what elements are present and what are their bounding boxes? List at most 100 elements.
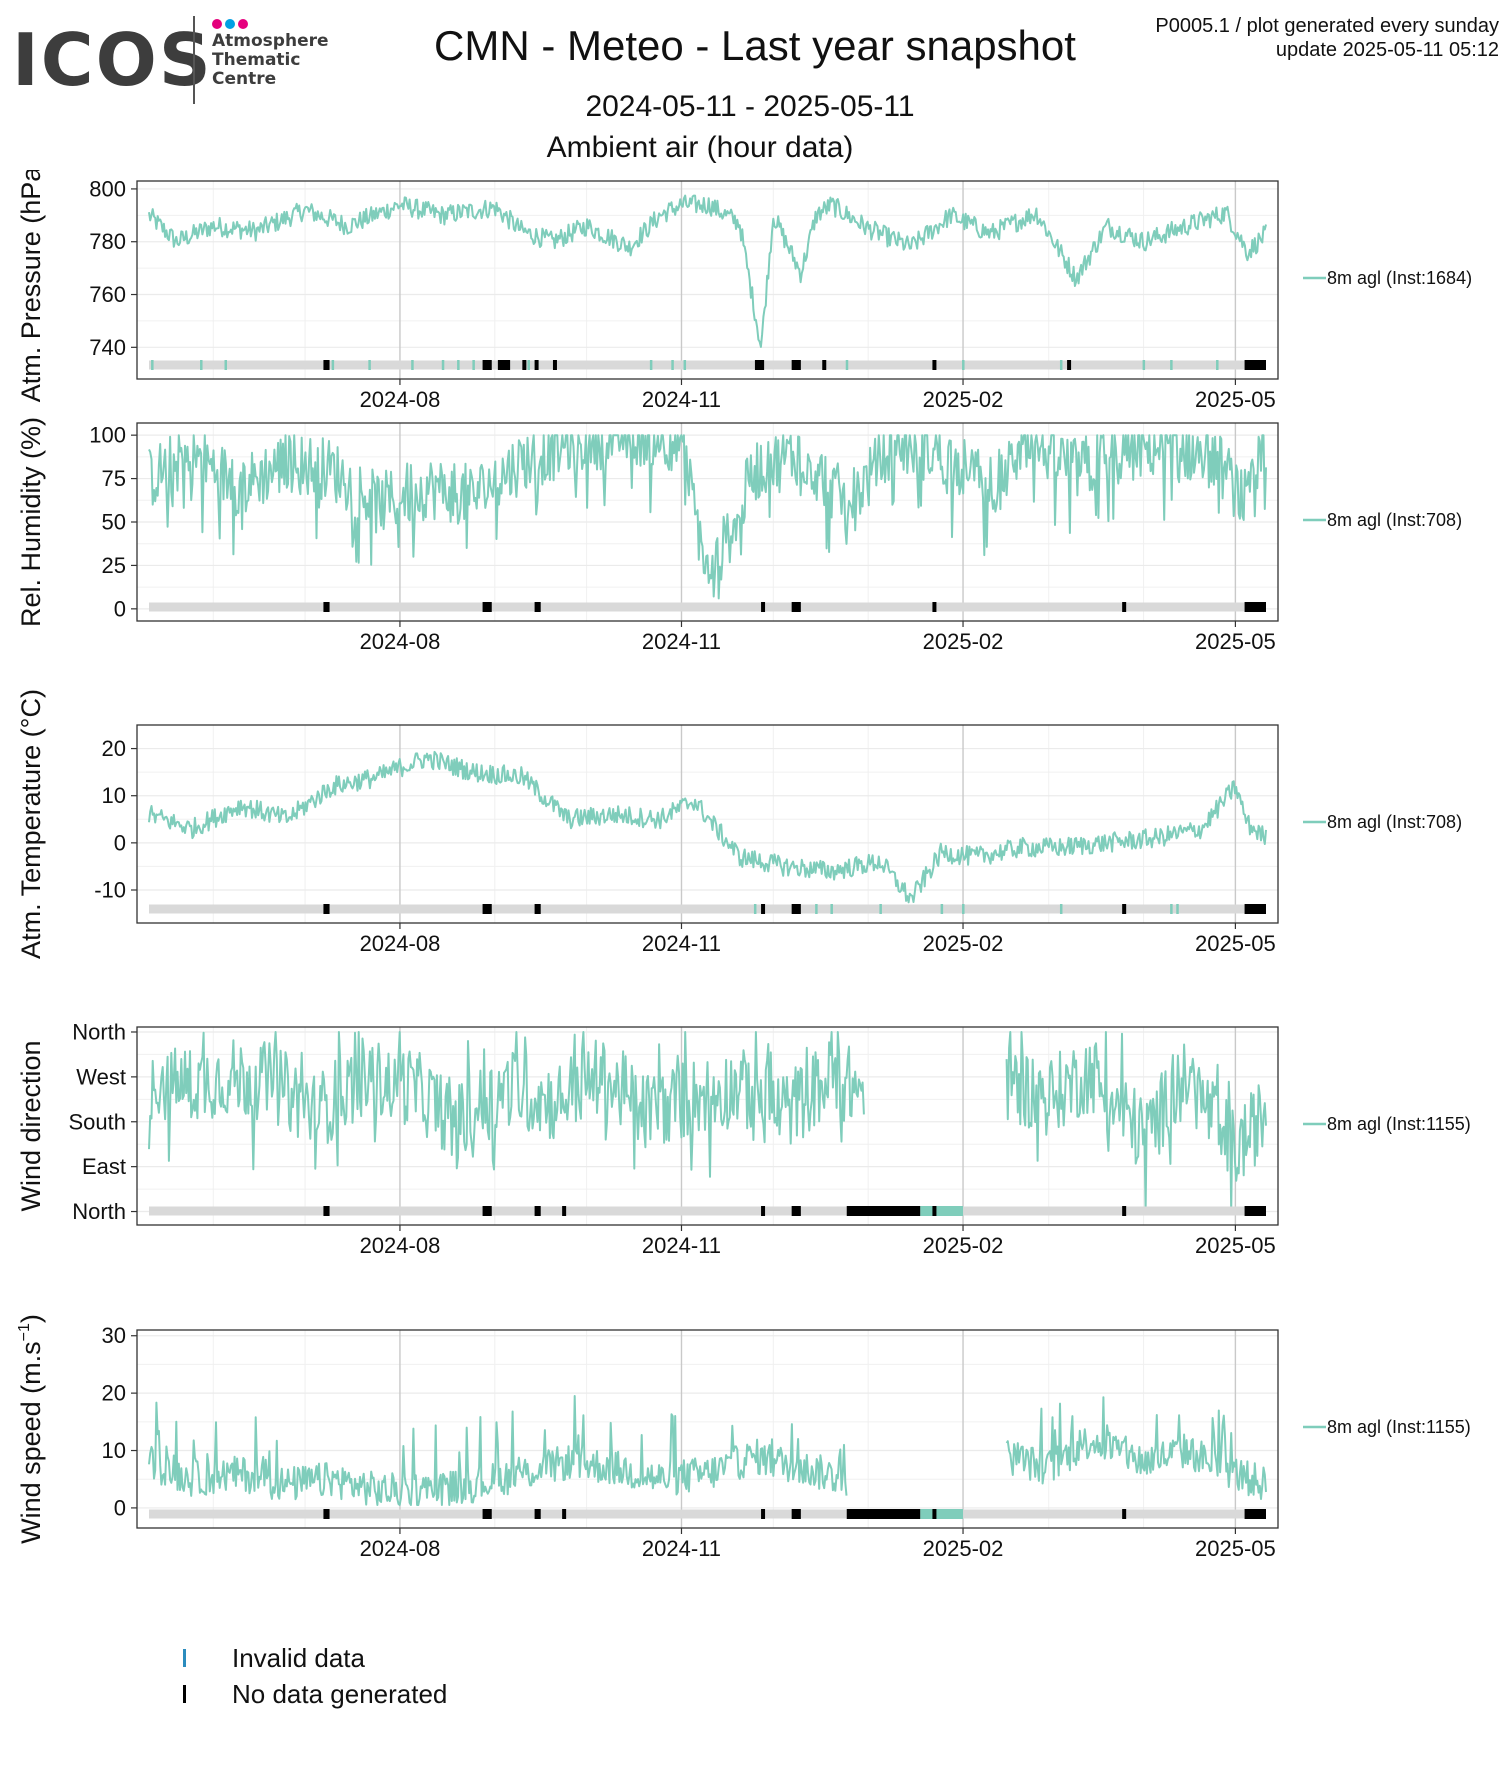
y-axis-title-main: Wind speed (m.s — [16, 1341, 46, 1544]
nodata-mark — [791, 360, 801, 370]
x-tick-label: 2025-05 — [1195, 1536, 1276, 1561]
nodata-mark — [791, 602, 801, 612]
x-tick-label: 2025-05 — [1195, 629, 1276, 654]
nodata-mark — [932, 1509, 937, 1519]
legend-invalid: Invalid data — [150, 1640, 447, 1676]
x-tick-label: 2024-11 — [642, 931, 721, 956]
nodata-mark — [1244, 602, 1266, 612]
panel-border — [136, 724, 1279, 924]
x-tick-label: 2025-05 — [1195, 931, 1276, 956]
invalid-data-mark — [1142, 360, 1146, 370]
y-axis-title: Wind speed (m.s−1) — [16, 1314, 46, 1544]
y-tick-label: 10 — [102, 783, 126, 808]
y-tick-label: 800 — [89, 176, 126, 201]
y-axis-title: Wind direction — [16, 1040, 46, 1211]
bottom-legend: Invalid data No data generated — [150, 1640, 447, 1712]
nodata-mark — [1067, 360, 1072, 370]
nodata-mark — [562, 1509, 567, 1519]
availability-bar — [149, 904, 1266, 914]
nodata-mark — [1122, 904, 1127, 914]
invalid-data-mark — [1059, 360, 1063, 370]
invalid-data-mark — [879, 904, 882, 914]
legend-label: 8m agl (Inst:1155) — [1327, 1417, 1471, 1437]
availability-bar — [149, 360, 1266, 370]
series-line — [1005, 1396, 1267, 1500]
panel-background — [137, 725, 1278, 923]
invalid-data-mark — [753, 904, 757, 914]
nodata-mark — [791, 1509, 801, 1519]
invalid-data-mark — [845, 360, 849, 370]
nodata-mark — [1122, 1509, 1127, 1519]
nodata-mark — [534, 904, 541, 914]
invalid-data-mark — [1216, 360, 1219, 370]
logo-dot-pink-icon — [212, 19, 222, 29]
x-tick-label: 2024-08 — [360, 1536, 441, 1561]
series-line — [148, 750, 1267, 904]
invalid-data-mark — [368, 360, 371, 370]
series-line — [148, 434, 1267, 600]
panel-background — [137, 181, 1278, 379]
nodata-mark-icon — [183, 1685, 186, 1703]
logo-subtext: Atmosphere Thematic Centre — [212, 32, 329, 89]
logo-sub-line: Atmosphere — [212, 31, 329, 51]
invalid-data-mark — [457, 360, 460, 370]
invalid-data-mark — [1059, 904, 1063, 914]
nodata-mark — [1244, 360, 1266, 370]
invalid-data-mark — [224, 360, 228, 370]
series-line — [148, 194, 1267, 348]
x-tick-label: 2025-05 — [1195, 1233, 1276, 1258]
availability-bar — [149, 602, 1266, 612]
chart-panel-1: 0 25 50 75 100 2024-08 2024-11 2025-02 2025-05 Re… — [16, 417, 1462, 654]
y-tick-label: 0 — [114, 830, 126, 855]
invalid-data-mark — [411, 360, 414, 370]
x-tick-label: 2025-02 — [923, 1536, 1004, 1561]
x-tick-label: 2025-02 — [923, 931, 1004, 956]
logo-dots — [212, 16, 248, 29]
nodata-mark — [323, 1509, 330, 1519]
nodata-mark — [846, 1206, 921, 1216]
invalid-data-mark — [1170, 360, 1173, 370]
meta-info: P0005.1 / plot generated every sunday up… — [1155, 14, 1499, 62]
nodata-mark — [534, 1509, 541, 1519]
panel-border — [136, 180, 1279, 380]
y-tick-label: West — [76, 1064, 126, 1089]
y-tick-label: East — [82, 1154, 126, 1179]
nodata-mark — [534, 360, 539, 370]
invalid-data-mark — [649, 360, 653, 370]
x-tick-label: 2025-02 — [923, 1233, 1004, 1258]
nodata-mark — [791, 1206, 801, 1216]
nodata-mark — [761, 904, 766, 914]
series-line — [148, 1031, 865, 1178]
logo-text: ICOS — [12, 18, 213, 102]
invalid-data-mark — [830, 904, 833, 914]
y-axis-title: Rel. Humidity (%) — [16, 417, 46, 627]
logo-dot-red-icon — [238, 19, 248, 29]
nodata-mark — [761, 602, 766, 612]
x-tick-label: 2024-11 — [642, 387, 721, 412]
invalid-data-mark — [1170, 904, 1173, 914]
nodata-mark — [482, 360, 492, 370]
series-line — [1005, 1031, 1267, 1213]
x-tick-label: 2024-08 — [360, 1233, 441, 1258]
y-axis-title-close: ) — [16, 1314, 46, 1323]
nodata-mark — [791, 904, 801, 914]
legend-label: 8m agl (Inst:708) — [1327, 510, 1462, 530]
invalid-mark-icon — [183, 1649, 186, 1667]
invalid-data-mark — [815, 904, 818, 914]
legend-nodata: No data generated — [150, 1676, 447, 1712]
chart-panel-3: North East South West North 2024-08 2024-11 202… — [16, 1019, 1471, 1258]
nodata-mark — [323, 602, 330, 612]
legend-invalid-label: Invalid data — [232, 1642, 365, 1673]
availability-bar — [149, 1509, 1266, 1519]
y-tick-label: 760 — [89, 282, 126, 307]
nodata-mark — [761, 1206, 766, 1216]
nodata-mark — [497, 360, 511, 370]
legend-label: 8m agl (Inst:1684) — [1327, 268, 1472, 288]
y-tick-label: North — [72, 1199, 126, 1224]
nodata-mark — [482, 1509, 492, 1519]
x-tick-label: 2025-02 — [923, 387, 1004, 412]
logo-sub-line: Centre — [212, 69, 277, 89]
y-tick-label: North — [72, 1019, 126, 1044]
y-tick-label: -10 — [94, 878, 126, 903]
nodata-mark — [562, 1206, 567, 1216]
